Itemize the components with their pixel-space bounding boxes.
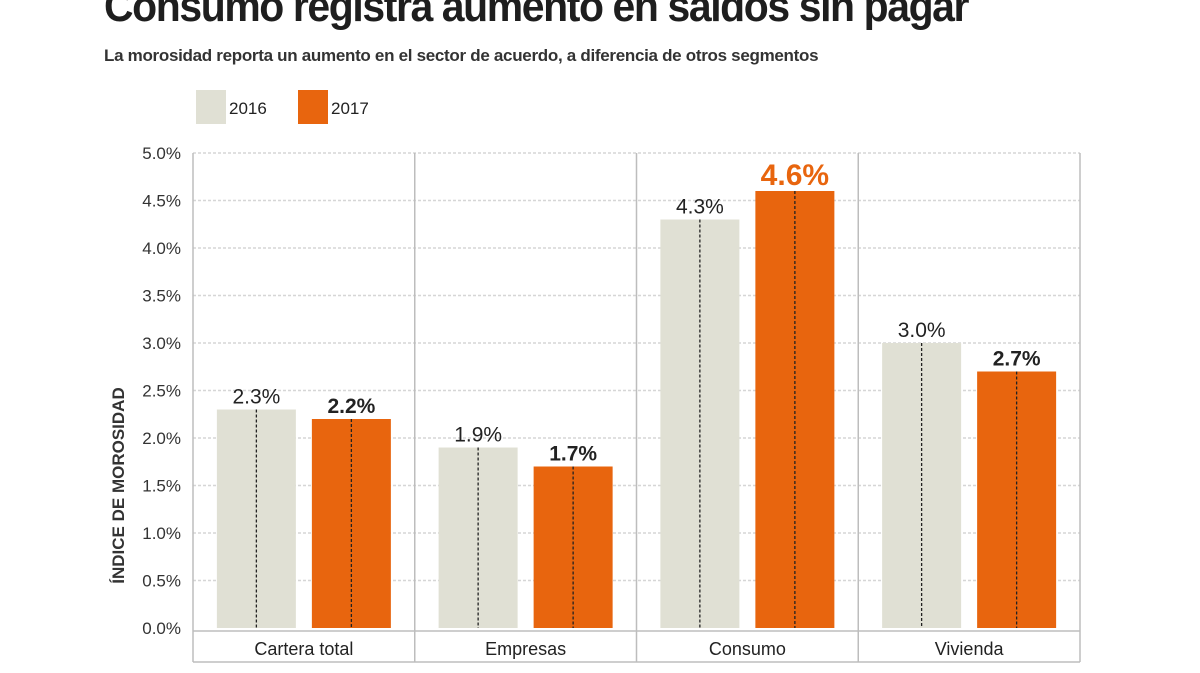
legend-swatch-2017: [298, 90, 328, 124]
y-tick-label: 0.0%: [142, 619, 181, 638]
chart-subtitle: La morosidad reporta un aumento en el se…: [104, 46, 819, 65]
data-label: 2.2%: [327, 395, 375, 418]
y-tick-label: 3.0%: [142, 334, 181, 353]
y-tick-label: 1.5%: [142, 477, 181, 496]
y-tick-label: 2.5%: [142, 382, 181, 401]
bar-2017: [311, 419, 391, 628]
data-label: 2.7%: [993, 348, 1041, 371]
y-tick-label: 3.5%: [142, 287, 181, 306]
y-tick-label: 5.0%: [142, 144, 181, 163]
legend-label-2017: 2017: [331, 99, 369, 118]
data-label: 4.3%: [676, 196, 724, 219]
y-tick-label: 0.5%: [142, 572, 181, 591]
x-category-label: Empresas: [485, 639, 566, 659]
x-category-label: Cartera total: [254, 639, 353, 659]
chart-title: Consumo registra aumento en saldos sin p…: [104, 0, 969, 31]
y-tick-label: 4.0%: [142, 239, 181, 258]
x-category-label: Consumo: [709, 639, 786, 659]
y-axis-label: ÍNDICE DE MOROSIDAD: [109, 387, 128, 583]
x-category-label: Vivienda: [935, 639, 1005, 659]
bar-2017: [977, 371, 1057, 628]
y-tick-label: 1.0%: [142, 524, 181, 543]
legend-label-2016: 2016: [229, 99, 267, 118]
legend-swatch-2016: [196, 90, 226, 124]
data-label: 3.0%: [898, 319, 946, 342]
data-label: 2.3%: [232, 386, 280, 409]
data-label: 4.6%: [761, 159, 829, 192]
data-label: 1.9%: [454, 424, 502, 447]
data-label: 1.7%: [549, 443, 597, 466]
y-tick-label: 4.5%: [142, 192, 181, 211]
y-tick-label: 2.0%: [142, 429, 181, 448]
